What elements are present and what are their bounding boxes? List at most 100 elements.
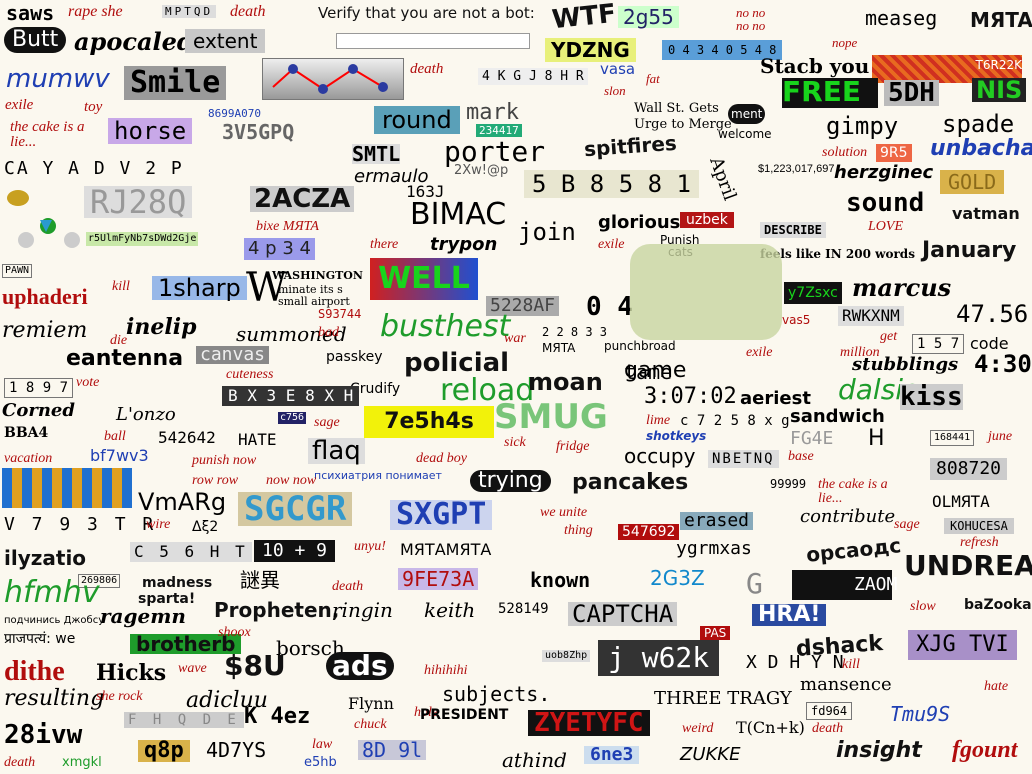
word: X D H Y N xyxy=(746,652,844,673)
word: uphaderi xyxy=(2,284,88,309)
word: sound xyxy=(846,188,925,218)
word: fd964 xyxy=(806,702,853,720)
word: Corned xyxy=(2,400,75,421)
word: sage xyxy=(894,517,920,532)
word: punchbroad xyxy=(604,339,676,353)
word: join xyxy=(518,218,576,246)
word: 28ivw xyxy=(4,720,83,750)
word: y7Zsxc xyxy=(784,282,842,304)
word: slow xyxy=(910,599,936,614)
word: horse xyxy=(108,118,193,144)
word: million xyxy=(840,345,880,360)
word: Wall St. Gets xyxy=(634,101,719,116)
word: stubblings xyxy=(852,354,959,375)
word: Punish xyxy=(660,233,700,247)
word: Tmu9S xyxy=(890,702,951,726)
word: eantenna xyxy=(66,346,184,371)
word: vatman xyxy=(952,204,1020,223)
word: j w62k xyxy=(598,640,720,676)
word: BIMAC xyxy=(410,197,507,232)
word: apocaled xyxy=(74,27,194,56)
word: c 7 2 5 8 x g xyxy=(680,413,790,429)
word: C 5 6 H T xyxy=(130,542,252,562)
word: NIS xyxy=(972,78,1027,102)
verify-prompt: Verify that you are not a bot: xyxy=(318,4,535,22)
word: ermaulo xyxy=(354,166,429,187)
word: marcus xyxy=(852,273,952,302)
word: 3V5GPQ xyxy=(222,120,295,144)
word: 4 K G J 8 H R xyxy=(478,68,588,85)
word: Stacb you xyxy=(760,54,870,78)
word: орсаодс xyxy=(805,533,903,567)
word: 0 4 xyxy=(586,292,633,322)
word: tame xyxy=(624,360,673,384)
word: психиатрия понимает xyxy=(314,469,442,482)
word: bf7wv3 xyxy=(90,446,149,465)
word: ads xyxy=(326,652,394,680)
word: erased xyxy=(680,512,754,530)
captcha-image xyxy=(2,468,132,508)
word: WELL xyxy=(370,258,478,300)
word: sandwich xyxy=(790,406,885,427)
word: thing xyxy=(564,523,593,538)
word: shoox xyxy=(218,625,251,640)
word: B X 3 E 8 X H xyxy=(222,386,360,406)
word: vote xyxy=(76,375,100,390)
word: hihihihi xyxy=(424,663,468,678)
word: BBA4 xyxy=(4,425,49,441)
word: 47.56 xyxy=(956,300,1029,328)
word: SGCGR xyxy=(238,492,353,526)
word: 234417 xyxy=(476,124,522,137)
word: NBEТNQ xyxy=(708,450,779,468)
word: МЯТАМЯТА xyxy=(400,540,492,559)
word: ringin xyxy=(332,598,393,622)
word: herzginec xyxy=(834,162,934,183)
word: june xyxy=(988,429,1013,444)
word: ZUKKE xyxy=(680,744,741,765)
word: PAS xyxy=(700,626,731,640)
word: 4:30 xyxy=(974,350,1032,378)
word: sick xyxy=(504,435,526,450)
word: UNDREAM xyxy=(904,549,1032,582)
word: row row xyxy=(192,473,239,488)
word: subjects. xyxy=(442,682,551,706)
word: aeriest xyxy=(740,388,811,409)
word: punish now xyxy=(192,453,257,468)
word: KOHUCESA xyxy=(944,518,1014,534)
word: trying xyxy=(470,470,551,492)
word: 10 + 9 xyxy=(254,540,336,562)
word: S93744 xyxy=(318,307,362,321)
word: athind xyxy=(502,748,567,772)
word: fat xyxy=(646,71,660,86)
bot-verification-input[interactable] xyxy=(336,33,530,49)
word: подчинись Джобсу xyxy=(4,615,105,626)
word: 99999 xyxy=(770,477,807,491)
word: dead boy xyxy=(416,451,467,466)
word: 5228AF xyxy=(486,296,560,316)
word: chuck xyxy=(354,717,387,732)
word: mumwv xyxy=(6,66,110,94)
word: MЯTA xyxy=(542,341,576,355)
word: minate its s xyxy=(278,283,343,296)
word: 9FE73A xyxy=(398,568,479,590)
word: MЯTA xyxy=(970,8,1032,32)
word: glorious xyxy=(598,212,681,233)
word: reload xyxy=(440,373,535,408)
word: exile xyxy=(5,97,34,113)
word: Urge to Merge xyxy=(634,117,732,132)
word: r5UlmFyNb7sDWd2Gje xyxy=(86,232,199,246)
word: 5DH xyxy=(884,80,939,106)
word: kill xyxy=(842,657,860,672)
word: known xyxy=(530,568,591,592)
word: OLMЯTA xyxy=(932,492,990,511)
word: ZAOM xyxy=(854,574,898,595)
word: summoned xyxy=(236,322,347,346)
word: insight xyxy=(836,738,922,763)
word: LOVE xyxy=(868,219,903,234)
word: January xyxy=(922,238,1017,263)
word: $8U xyxy=(224,649,286,682)
word: L'onzo xyxy=(116,404,176,425)
word: MPTQD xyxy=(162,5,217,18)
word: porter xyxy=(444,135,546,168)
word: lime xyxy=(646,413,671,428)
